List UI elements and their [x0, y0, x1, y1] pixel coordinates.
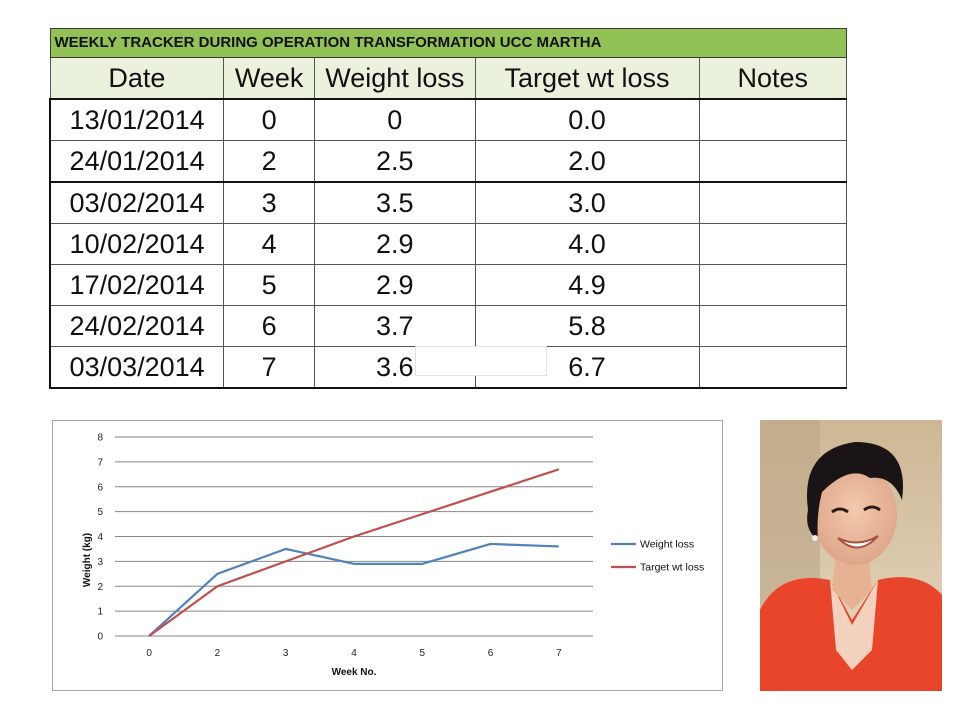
weekly-tracker-table: WEEKLY TRACKER DURING OPERATION TRANSFOR…	[49, 28, 847, 389]
y-tick-label: 2	[97, 582, 103, 593]
cell-notes	[698, 305, 847, 347]
x-axis-ticks: 0 2 3 4 5 6 7	[146, 648, 562, 659]
portrait-illustration	[760, 420, 942, 691]
x-tick-label: 5	[420, 648, 426, 659]
table-row: 10/02/2014 4 2.9 4.0	[49, 223, 847, 265]
cell-week: 5	[223, 264, 316, 306]
x-axis-title: Week No.	[332, 667, 377, 678]
header-weight-loss: Weight loss	[314, 57, 476, 100]
blank-cell-overlay	[415, 346, 547, 376]
table-row: 24/02/2014 6 3.7 5.8	[49, 305, 847, 347]
cell-week: 7	[223, 346, 316, 389]
cell-week: 6	[223, 305, 316, 347]
legend-label: Target wt loss	[640, 562, 704, 574]
cell-target: 5.8	[474, 305, 700, 347]
header-target-wt-loss: Target wt loss	[474, 57, 700, 100]
cell-notes	[698, 181, 847, 224]
cell-week: 3	[223, 181, 316, 224]
cell-target: 4.0	[474, 223, 700, 265]
chart-svg: 0 1 2 3 4 5 6 7 8 0 2 3 4 5 6 7 Weight (kg) Week No. W…	[82, 433, 704, 679]
table-row: 17/02/2014 5 2.9 4.9	[49, 264, 847, 306]
cell-week: 4	[223, 223, 316, 265]
table-row: 03/02/2014 3 3.5 3.0	[49, 181, 847, 224]
y-tick-label: 7	[97, 457, 103, 468]
cell-notes	[698, 223, 847, 265]
legend-label: Weight loss	[640, 539, 694, 551]
cell-date: 10/02/2014	[49, 223, 225, 265]
table-row: 03/03/2014 7 3.6 6.7	[49, 346, 847, 389]
cell-weight-loss: 0	[314, 98, 476, 141]
cell-notes	[698, 346, 847, 389]
cell-weight-loss: 2.5	[314, 140, 476, 183]
cell-notes	[698, 140, 847, 183]
x-tick-label: 6	[488, 648, 494, 659]
cell-weight-loss: 3.7	[314, 305, 476, 347]
cell-date: 03/02/2014	[49, 181, 225, 224]
cell-target: 0.0	[474, 98, 700, 141]
x-tick-label: 0	[146, 648, 152, 659]
x-tick-label: 7	[556, 648, 562, 659]
cell-date: 24/02/2014	[49, 305, 225, 347]
x-tick-label: 3	[283, 648, 289, 659]
table-row: 24/01/2014 2 2.5 2.0	[49, 140, 847, 183]
cell-weight-loss: 3.5	[314, 181, 476, 224]
tracker-banner: WEEKLY TRACKER DURING OPERATION TRANSFOR…	[49, 28, 847, 58]
cell-date: 13/01/2014	[49, 98, 225, 141]
cell-notes	[698, 264, 847, 306]
y-tick-label: 0	[97, 632, 103, 643]
cell-weight-loss: 2.9	[314, 264, 476, 306]
portrait-photo	[760, 420, 942, 691]
cell-target: 4.9	[474, 264, 700, 306]
y-axis-ticks: 0 1 2 3 4 5 6 7 8	[97, 433, 103, 643]
y-axis-title: Weight (kg)	[82, 533, 93, 587]
cell-week: 2	[223, 140, 316, 183]
chart-series	[148, 468, 560, 637]
y-tick-label: 3	[97, 557, 103, 568]
x-tick-label: 4	[351, 648, 357, 659]
x-tick-label: 2	[215, 648, 221, 659]
chart-legend: Weight loss Target wt loss	[611, 539, 704, 574]
y-tick-label: 1	[97, 607, 103, 618]
y-tick-label: 6	[97, 482, 103, 493]
cell-notes	[698, 98, 847, 141]
weight-loss-chart: 0 1 2 3 4 5 6 7 8 0 2 3 4 5 6 7 Weight (kg) Week No. W…	[52, 420, 723, 691]
cell-target: 2.0	[474, 140, 700, 183]
y-tick-label: 8	[97, 433, 103, 444]
cell-date: 24/01/2014	[49, 140, 225, 183]
table-row: 13/01/2014 0 0 0.0	[49, 98, 847, 141]
cell-date: 03/03/2014	[49, 346, 225, 389]
cell-week: 0	[223, 98, 316, 141]
cell-target: 3.0	[474, 181, 700, 224]
cell-target: 6.7	[474, 346, 700, 389]
y-tick-label: 4	[97, 532, 103, 543]
cell-date: 17/02/2014	[49, 264, 225, 306]
header-week: Week	[223, 57, 316, 100]
header-notes: Notes	[698, 57, 847, 100]
y-tick-label: 5	[97, 507, 103, 518]
chart-gridlines	[115, 436, 593, 612]
header-date: Date	[49, 57, 225, 100]
cell-weight-loss: 2.9	[314, 223, 476, 265]
header-row: Date Week Weight loss Target wt loss Not…	[49, 57, 847, 100]
